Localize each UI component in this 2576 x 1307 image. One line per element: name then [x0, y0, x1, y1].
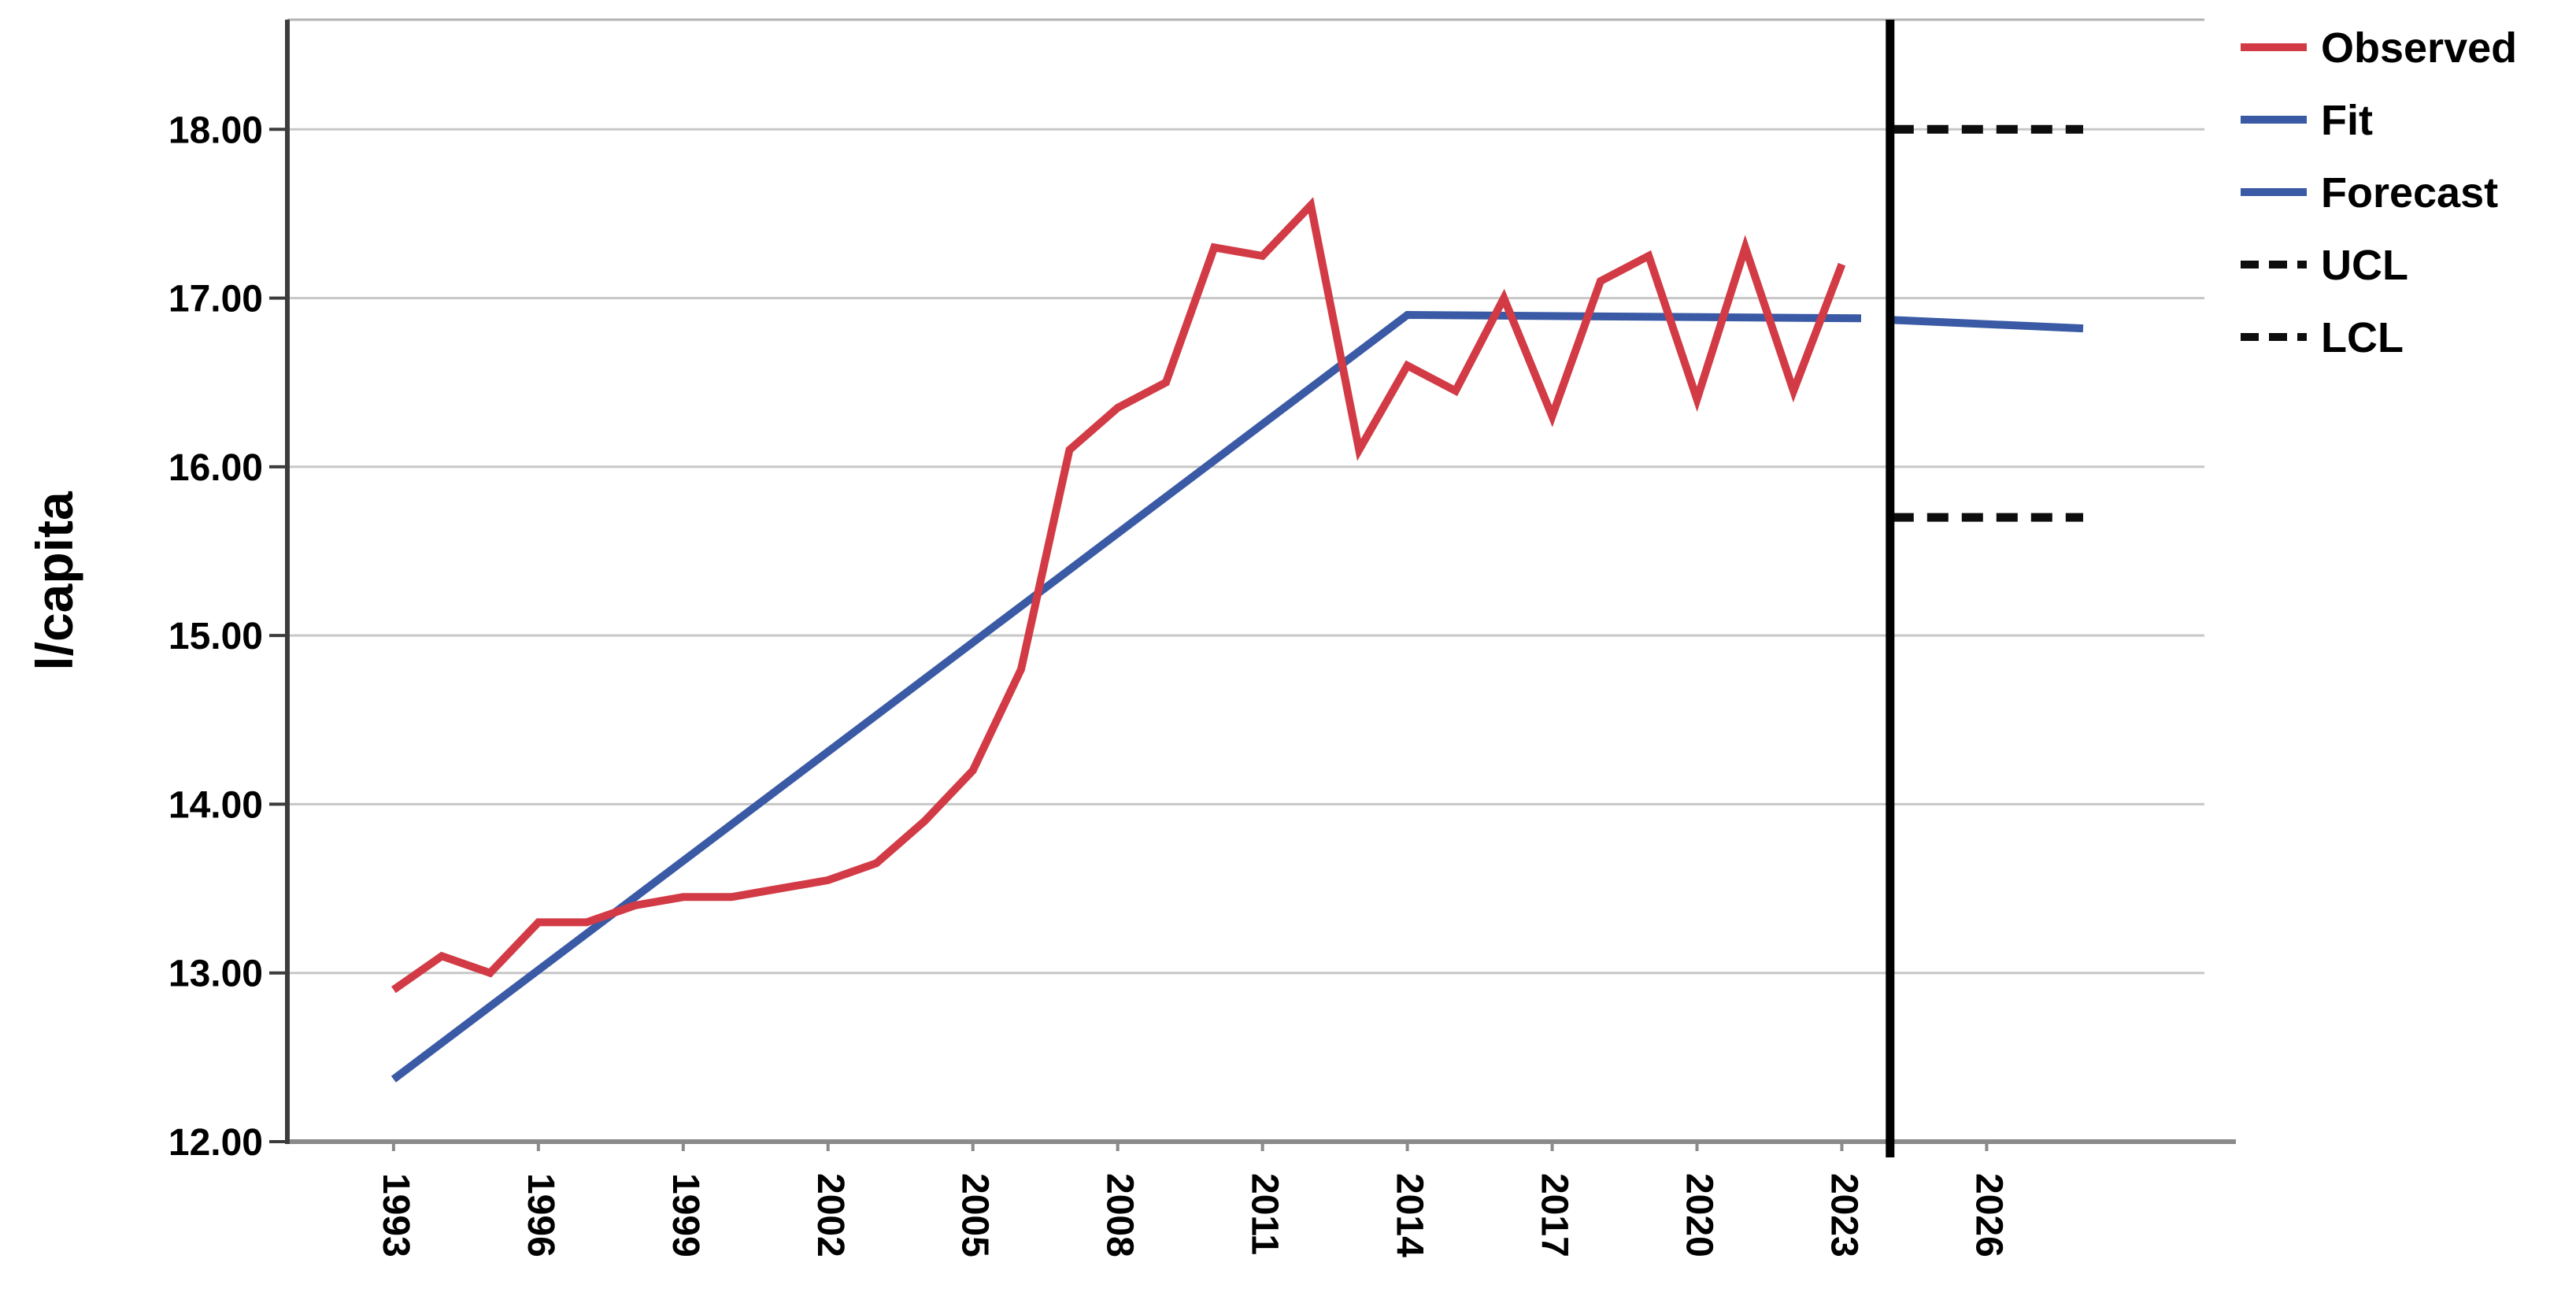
- y-tick-label-15.00: 15.00: [168, 616, 263, 657]
- legend-label-ucl: UCL: [2321, 242, 2408, 289]
- x-tick-label-1996: 1996: [520, 1173, 561, 1257]
- x-tick-label-2017: 2017: [1534, 1173, 1575, 1257]
- x-tick-label-2005: 2005: [954, 1173, 996, 1257]
- x-tick-label-2011: 2011: [1244, 1173, 1286, 1255]
- y-axis-title: l/capita: [25, 491, 83, 671]
- plot-frame: [285, 18, 2236, 1144]
- y-tick-label-18.00: 18.00: [168, 109, 263, 151]
- legend-label-forecast: Forecast: [2321, 169, 2498, 217]
- legend-item-observed: Observed: [2241, 24, 2517, 72]
- x-axis-ticks: 1993 1996 1999 2002 2005 2008 2011 2014 2017 2020…: [375, 1142, 2009, 1257]
- x-tick-label-2008: 2008: [1099, 1173, 1141, 1257]
- y-tick-label-14.00: 14.00: [168, 784, 263, 826]
- x-tick-label-2020: 2020: [1678, 1173, 1719, 1257]
- x-tick-label-2026: 2026: [1967, 1173, 2009, 1257]
- legend-item-fit: Fit: [2241, 97, 2373, 144]
- data-series: [390, 124, 2084, 1083]
- x-tick-label-1993: 1993: [375, 1173, 416, 1257]
- legend-label-lcl: LCL: [2321, 314, 2404, 361]
- legend-label-observed: Observed: [2321, 24, 2517, 72]
- legend: Observed Fit Forecast UCL LCL: [2241, 24, 2517, 361]
- series-fit-line: [390, 310, 1862, 1083]
- y-tick-label-17.00: 17.00: [168, 279, 263, 320]
- x-tick-label-2023: 2023: [1823, 1173, 1864, 1257]
- y-tick-label-16.00: 16.00: [168, 447, 263, 489]
- series-observed-line: [391, 197, 1846, 994]
- series-forecast-line: [1892, 316, 2084, 333]
- y-axis-ticks: 12.00 13.00 14.00 15.00 16.00 17.00 18.00: [168, 109, 287, 1164]
- legend-item-forecast: Forecast: [2241, 169, 2498, 217]
- legend-item-ucl: UCL: [2241, 242, 2408, 289]
- x-tick-label-2014: 2014: [1389, 1173, 1430, 1257]
- y-tick-label-12.00: 12.00: [168, 1122, 263, 1164]
- y-tick-label-13.00: 13.00: [168, 953, 263, 995]
- x-tick-label-2002: 2002: [809, 1173, 851, 1257]
- legend-label-fit: Fit: [2321, 97, 2373, 144]
- legend-item-lcl: LCL: [2241, 314, 2404, 361]
- x-tick-label-1999: 1999: [664, 1173, 706, 1257]
- gridlines: [287, 128, 2204, 975]
